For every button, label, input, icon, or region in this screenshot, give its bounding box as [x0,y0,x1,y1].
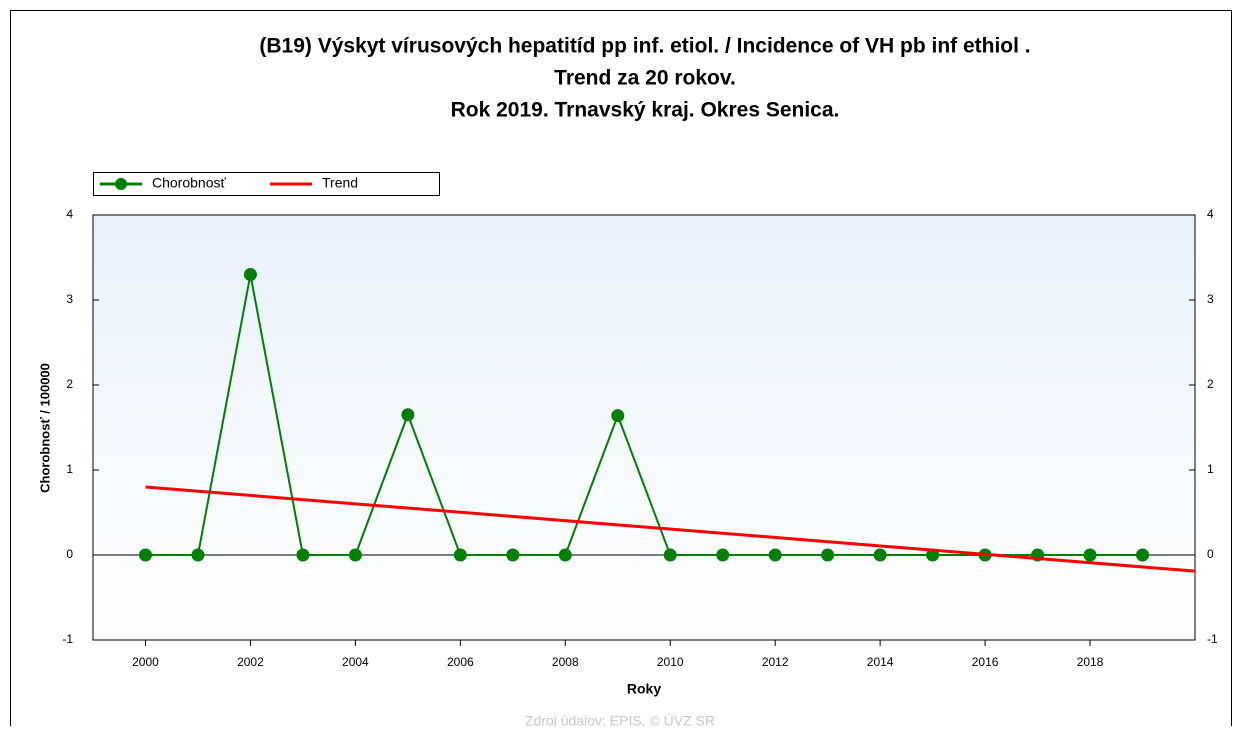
y2-tick-label: 1 [1207,462,1214,476]
y2-tick-label: 0 [1207,547,1214,561]
point [821,548,835,562]
title-line: Trend za 20 rokov. [554,67,736,90]
y-tick-label: -1 [62,632,73,646]
title-line: Rok 2019. Trnavský kraj. Okres Senica. [451,99,840,122]
x-axis-label: Roky [627,681,661,697]
point [348,548,362,562]
legend-label: Trend [322,175,358,191]
y-tick-label: 3 [66,292,73,306]
legend [93,172,440,196]
point [768,548,782,562]
series-line [145,485,1196,573]
point [243,268,257,281]
point [611,409,625,423]
y2-tick-label: 4 [1207,207,1214,221]
plot-area [92,214,1196,641]
point [716,548,730,562]
x-tick-label: 2002 [237,655,264,669]
x-tick-label: 2008 [552,655,579,669]
point [558,548,572,562]
point [453,548,467,562]
y-tick-label: 0 [66,547,73,561]
x-tick-label: 2012 [762,655,789,669]
frame [10,10,1232,731]
point [873,548,887,562]
x-tick-label: 2014 [867,655,894,669]
y-tick-label: 4 [66,207,73,221]
x-tick-label: 2016 [972,655,999,669]
legend-marker [115,178,127,190]
legend-label: Chorobnosť [152,175,226,191]
y2-tick-label: -1 [1207,632,1218,646]
y2-tick-label: 3 [1207,292,1214,306]
y-tick-label: 1 [66,462,73,476]
point [1083,548,1097,562]
x-tick-label: 2018 [1077,655,1104,669]
x-tick-label: 2004 [342,655,369,669]
y-tick-label: 2 [66,377,73,391]
point [1136,548,1150,562]
point [663,548,677,562]
point [401,408,415,422]
y-axis-label: Chorobnosť / 100000 [37,363,52,493]
point [296,548,310,562]
point [506,548,520,562]
source: Zdroj údajov: EPIS, © ÚVZ SR [525,713,715,726]
x-tick-label: 2010 [657,655,684,669]
x-tick-label: 2000 [132,655,159,669]
point [138,548,152,562]
x-tick-label: 2006 [447,655,474,669]
point [191,548,205,562]
y2-tick-label: 2 [1207,377,1214,391]
title-line: (B19) Výskyt vírusových hepatitíd pp inf… [259,35,1030,58]
